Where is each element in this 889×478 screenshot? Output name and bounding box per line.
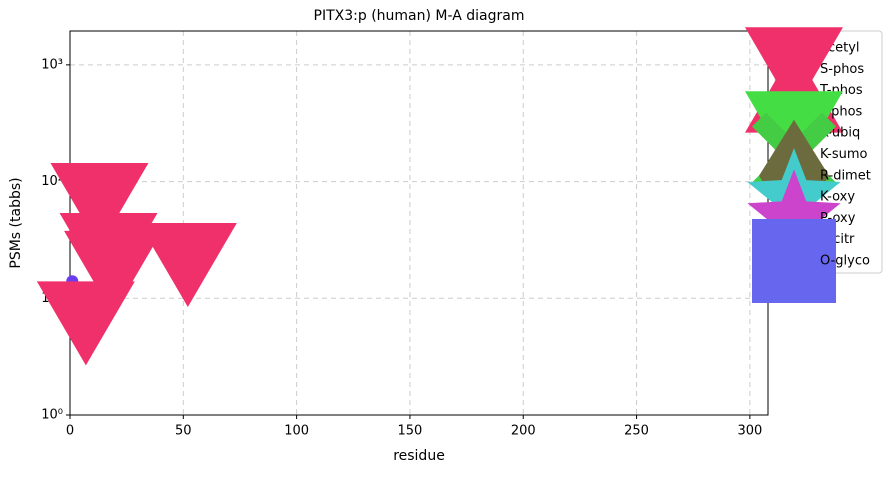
legend-label: K-oxy	[820, 190, 855, 205]
x-tick-label: 300	[737, 424, 762, 439]
data-point	[138, 222, 237, 307]
legend-label: O-glyco	[820, 254, 870, 269]
data-point	[64, 230, 163, 315]
x-tick-label: 150	[398, 424, 423, 439]
legend-marker	[747, 169, 841, 259]
data-point	[36, 281, 135, 366]
x-tick-label: 200	[511, 424, 536, 439]
y-tick-label: 10⁰	[41, 408, 63, 423]
x-tick-label: 250	[624, 424, 649, 439]
legend-label: S-phos	[820, 62, 864, 77]
legend-label: R-dimet	[820, 168, 871, 183]
legend-label: K-sumo	[820, 147, 868, 162]
y-axis-label: PSMs (tabbs)	[8, 177, 24, 268]
chart-title: PITX3:p (human) M-A diagram	[314, 8, 525, 24]
y-tick-label: 10²	[41, 174, 63, 189]
y-tick-label: 10³	[41, 57, 63, 72]
data-point	[50, 162, 149, 247]
x-axis-label: residue	[393, 448, 445, 464]
legend-marker	[752, 219, 836, 303]
x-tick-label: 0	[66, 424, 74, 439]
x-tick-label: 100	[284, 424, 309, 439]
x-tick-label: 50	[175, 424, 192, 439]
